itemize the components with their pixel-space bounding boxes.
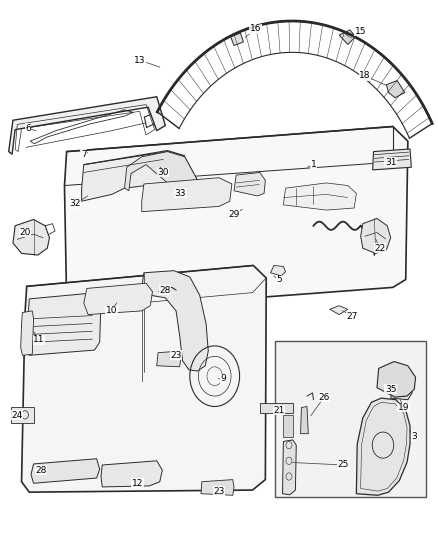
Text: 6: 6: [25, 124, 31, 133]
Text: 3: 3: [411, 432, 417, 441]
Polygon shape: [377, 361, 416, 397]
Text: 19: 19: [398, 403, 410, 412]
Polygon shape: [360, 219, 391, 254]
Text: 21: 21: [273, 406, 285, 415]
Polygon shape: [230, 33, 244, 45]
Polygon shape: [21, 311, 34, 356]
Polygon shape: [101, 461, 162, 487]
Text: 29: 29: [228, 210, 240, 219]
Text: 24: 24: [12, 411, 23, 420]
Text: 28: 28: [35, 466, 46, 475]
Text: 26: 26: [318, 393, 330, 401]
Polygon shape: [26, 293, 101, 356]
Polygon shape: [31, 459, 100, 483]
Text: 1: 1: [311, 160, 316, 169]
Text: 23: 23: [170, 351, 182, 360]
Polygon shape: [81, 151, 198, 201]
Polygon shape: [330, 306, 348, 314]
Polygon shape: [13, 220, 49, 255]
Polygon shape: [357, 398, 410, 495]
Polygon shape: [9, 97, 166, 154]
Text: 22: 22: [374, 244, 385, 253]
Text: 23: 23: [213, 487, 225, 496]
Polygon shape: [271, 265, 286, 276]
Text: 30: 30: [157, 168, 169, 177]
Polygon shape: [201, 480, 234, 495]
Polygon shape: [391, 381, 412, 400]
Text: 27: 27: [346, 312, 358, 321]
FancyBboxPatch shape: [275, 341, 426, 497]
Text: 32: 32: [70, 199, 81, 208]
Text: 28: 28: [160, 286, 171, 295]
Polygon shape: [157, 351, 181, 367]
Text: 18: 18: [359, 71, 371, 80]
FancyBboxPatch shape: [283, 415, 293, 437]
Polygon shape: [142, 271, 208, 371]
FancyBboxPatch shape: [260, 403, 293, 413]
Text: 11: 11: [33, 335, 45, 344]
Polygon shape: [283, 183, 357, 210]
Text: 12: 12: [132, 479, 143, 488]
Text: 10: 10: [106, 306, 117, 316]
Polygon shape: [339, 30, 356, 45]
Polygon shape: [234, 173, 265, 196]
Text: 33: 33: [175, 189, 186, 198]
Text: 9: 9: [220, 374, 226, 383]
Text: 7: 7: [81, 150, 87, 159]
FancyBboxPatch shape: [11, 407, 34, 423]
Text: 5: 5: [276, 275, 282, 284]
Polygon shape: [300, 407, 308, 434]
Polygon shape: [64, 126, 408, 311]
Polygon shape: [386, 80, 405, 98]
Text: 20: 20: [19, 228, 31, 237]
Polygon shape: [84, 283, 152, 314]
Polygon shape: [142, 177, 232, 212]
Polygon shape: [283, 440, 296, 495]
Text: 25: 25: [338, 461, 349, 470]
Text: 15: 15: [355, 27, 367, 36]
Polygon shape: [21, 265, 266, 492]
Polygon shape: [124, 151, 198, 191]
Text: 35: 35: [385, 385, 396, 394]
Text: 31: 31: [385, 158, 396, 166]
Text: 16: 16: [250, 25, 261, 34]
Text: 13: 13: [134, 55, 145, 64]
Polygon shape: [373, 149, 411, 170]
